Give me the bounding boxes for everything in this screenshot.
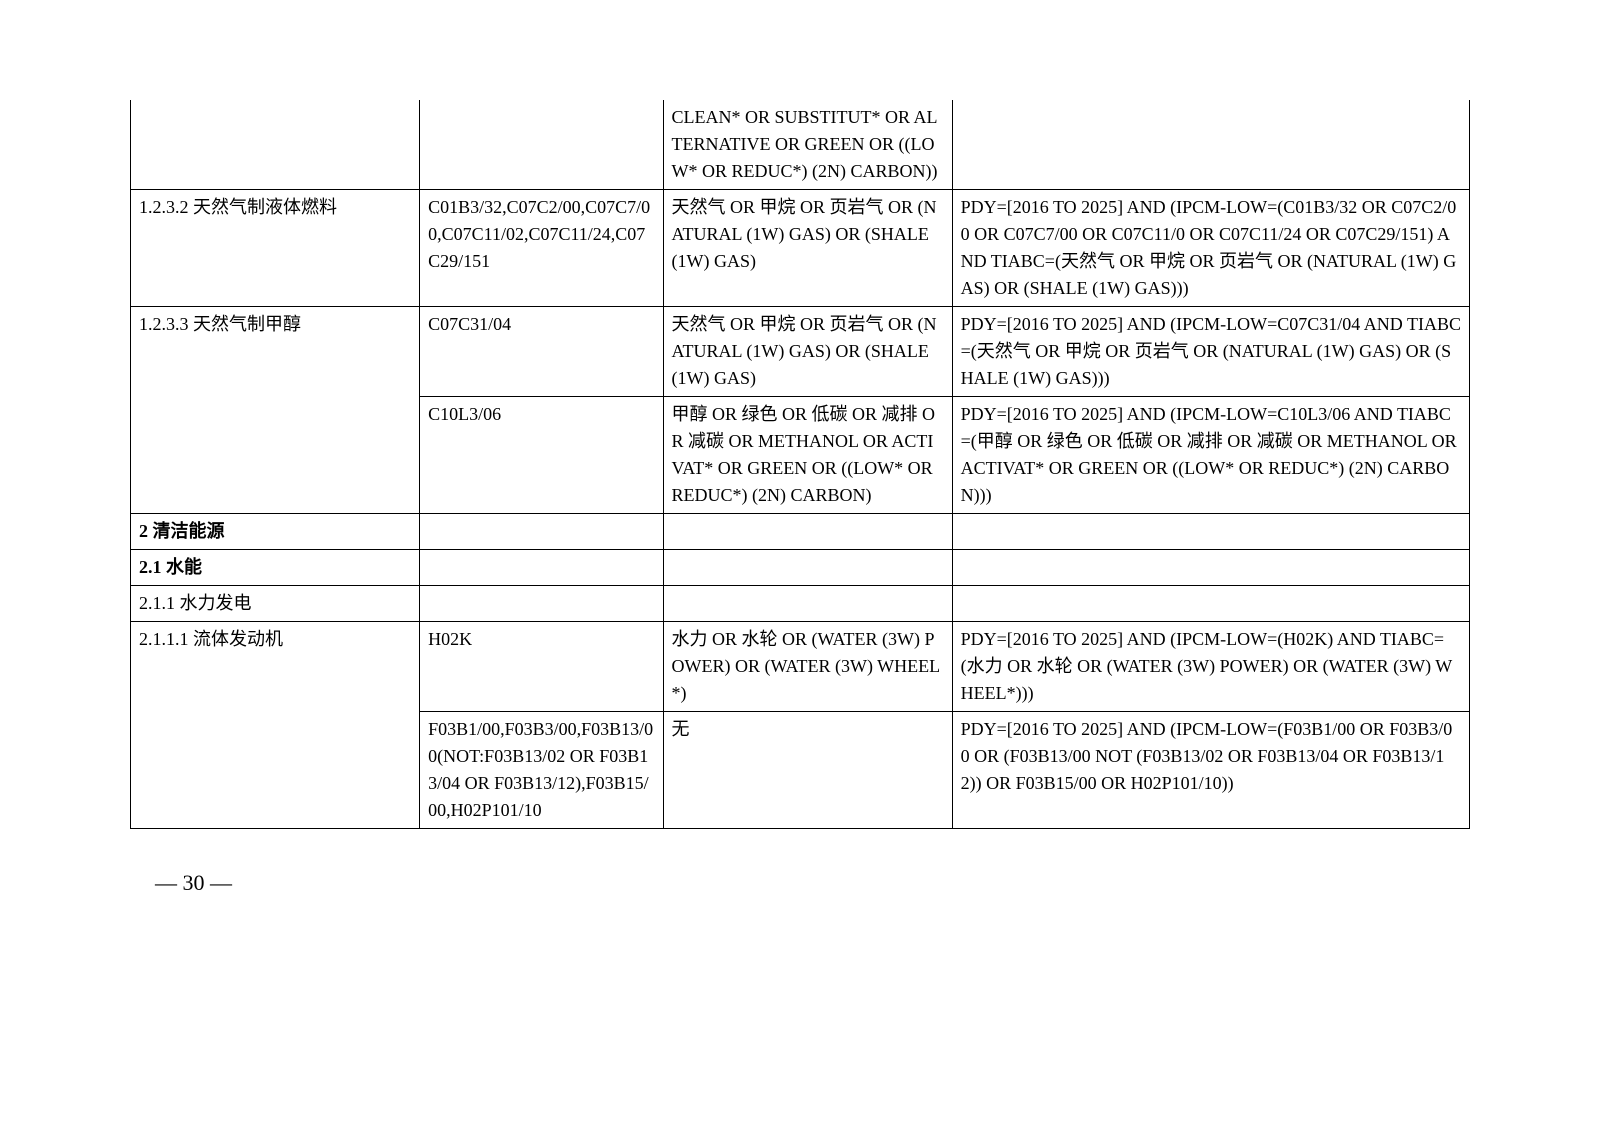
cell-query: PDY=[2016 TO 2025] AND (IPCM-LOW=(F03B1/…	[952, 712, 1469, 829]
cell-keywords	[663, 586, 952, 622]
cell-keywords: 水力 OR 水轮 OR (WATER (3W) POWER) OR (WATER…	[663, 622, 952, 712]
cell-query	[952, 550, 1469, 586]
cell-ipc-code: H02K	[420, 622, 663, 712]
cell-ipc-code: F03B1/00,F03B3/00,F03B13/00(NOT:F03B13/0…	[420, 712, 663, 829]
cell-category: 2.1.1.1 流体发动机	[131, 622, 420, 829]
cell-keywords: 甲醇 OR 绿色 OR 低碳 OR 减排 OR 减碳 OR METHANOL O…	[663, 397, 952, 514]
cell-ipc-code	[420, 550, 663, 586]
cell-keywords: 天然气 OR 甲烷 OR 页岩气 OR (NATURAL (1W) GAS) O…	[663, 307, 952, 397]
cell-category: 1.2.3.3 天然气制甲醇	[131, 307, 420, 514]
cell-keywords	[663, 514, 952, 550]
cell-query	[952, 514, 1469, 550]
cell-keywords: 天然气 OR 甲烷 OR 页岩气 OR (NATURAL (1W) GAS) O…	[663, 190, 952, 307]
table-row: 1.2.3.3 天然气制甲醇C07C31/04天然气 OR 甲烷 OR 页岩气 …	[131, 307, 1470, 397]
classification-table: CLEAN* OR SUBSTITUT* OR ALTERNATIVE OR G…	[130, 100, 1470, 829]
cell-query	[952, 100, 1469, 190]
cell-keywords: 无	[663, 712, 952, 829]
table-row: 2 清洁能源	[131, 514, 1470, 550]
cell-category: 2.1 水能	[131, 550, 420, 586]
table-row: 2.1.1.1 流体发动机H02K水力 OR 水轮 OR (WATER (3W)…	[131, 622, 1470, 712]
cell-ipc-code	[420, 100, 663, 190]
cell-ipc-code: C07C31/04	[420, 307, 663, 397]
page-number: — 30 —	[155, 870, 232, 896]
cell-query: PDY=[2016 TO 2025] AND (IPCM-LOW=C07C31/…	[952, 307, 1469, 397]
cell-category: 2 清洁能源	[131, 514, 420, 550]
table-row: 2.1 水能	[131, 550, 1470, 586]
cell-category: 1.2.3.2 天然气制液体燃料	[131, 190, 420, 307]
cell-category: 2.1.1 水力发电	[131, 586, 420, 622]
cell-query: PDY=[2016 TO 2025] AND (IPCM-LOW=(C01B3/…	[952, 190, 1469, 307]
cell-ipc-code: C10L3/06	[420, 397, 663, 514]
cell-ipc-code	[420, 514, 663, 550]
cell-keywords: CLEAN* OR SUBSTITUT* OR ALTERNATIVE OR G…	[663, 100, 952, 190]
table-row: CLEAN* OR SUBSTITUT* OR ALTERNATIVE OR G…	[131, 100, 1470, 190]
cell-category	[131, 100, 420, 190]
cell-query: PDY=[2016 TO 2025] AND (IPCM-LOW=(H02K) …	[952, 622, 1469, 712]
cell-ipc-code	[420, 586, 663, 622]
table-row: 1.2.3.2 天然气制液体燃料C01B3/32,C07C2/00,C07C7/…	[131, 190, 1470, 307]
cell-ipc-code: C01B3/32,C07C2/00,C07C7/00,C07C11/02,C07…	[420, 190, 663, 307]
cell-query: PDY=[2016 TO 2025] AND (IPCM-LOW=C10L3/0…	[952, 397, 1469, 514]
table-row: 2.1.1 水力发电	[131, 586, 1470, 622]
cell-keywords	[663, 550, 952, 586]
cell-query	[952, 586, 1469, 622]
